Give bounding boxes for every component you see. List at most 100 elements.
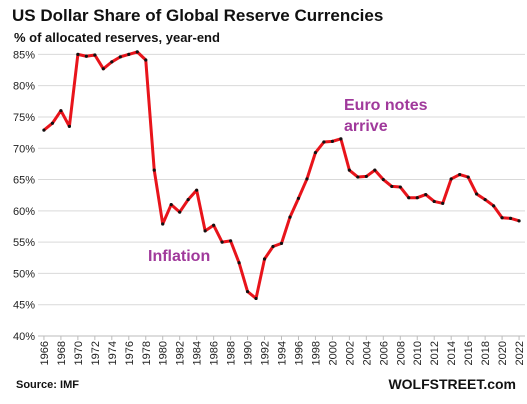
x-tick-label: 1978 [141, 341, 153, 365]
x-tick-label: 2000 [327, 341, 339, 365]
y-tick-label: 50% [13, 268, 35, 280]
point [212, 223, 216, 227]
point [347, 168, 351, 172]
y-tick-label: 60% [13, 206, 35, 218]
point [449, 177, 453, 181]
point [313, 151, 318, 155]
point [42, 128, 46, 132]
x-tick-label: 2006 [378, 341, 390, 365]
chart-title: US Dollar Share of Global Reserve Curren… [12, 6, 383, 25]
point [398, 185, 402, 189]
point [330, 139, 335, 143]
point [508, 216, 513, 220]
point [407, 196, 411, 200]
point [101, 67, 105, 71]
point [50, 121, 55, 125]
x-tick-label: 2020 [497, 341, 509, 365]
point [458, 172, 462, 177]
point [84, 54, 88, 58]
brand: WOLFSTREET.com [388, 376, 516, 392]
point [76, 52, 80, 56]
point [483, 197, 487, 202]
point [432, 199, 436, 204]
x-tick-label: 2012 [429, 341, 441, 365]
point [144, 58, 148, 62]
point [288, 215, 292, 219]
point [356, 175, 360, 179]
point [271, 244, 275, 249]
point [195, 188, 199, 192]
point [364, 174, 368, 179]
point [262, 257, 267, 261]
y-tick-label: 65% [13, 175, 35, 187]
y-tick-label: 55% [13, 237, 35, 249]
x-tick-label: 1994 [277, 341, 289, 365]
point [390, 184, 394, 189]
x-tick-label: 1988 [226, 341, 238, 365]
point [322, 140, 326, 144]
x-tick-label: 2008 [395, 341, 407, 365]
y-tick-label: 70% [13, 143, 35, 155]
x-tick-label: 1990 [243, 341, 255, 365]
point [475, 192, 479, 196]
point [67, 124, 71, 128]
y-tick-label: 40% [13, 331, 35, 343]
point [441, 201, 445, 205]
point [152, 168, 156, 172]
y-tick-label: 85% [13, 49, 35, 61]
point [254, 296, 258, 301]
x-tick-label: 2018 [480, 341, 492, 365]
point [186, 197, 190, 202]
x-tick-label: 1974 [107, 341, 119, 365]
x-tick-label: 1976 [124, 341, 136, 365]
x-tick-label: 1970 [73, 341, 85, 365]
x-tick-label: 2004 [361, 341, 373, 365]
x-tick-label: 1984 [192, 341, 204, 365]
x-tick-label: 2016 [463, 341, 475, 365]
point [424, 192, 428, 197]
point [203, 229, 207, 233]
line [42, 50, 520, 300]
point [237, 261, 241, 265]
point [169, 202, 173, 207]
y-tick-label: 45% [13, 300, 35, 312]
annotation: Inflation [148, 248, 210, 265]
point [517, 219, 521, 223]
point [127, 52, 131, 56]
x-tick-label: 1982 [175, 341, 187, 365]
x-tick-label: 1986 [209, 341, 221, 365]
x-tick-label: 2022 [514, 341, 526, 365]
point [228, 239, 233, 243]
x-tick-label: 1972 [90, 341, 102, 365]
point [135, 50, 139, 54]
x-tick-label: 2010 [412, 341, 424, 365]
point [381, 177, 385, 182]
point [279, 241, 284, 245]
point [339, 137, 343, 141]
point [93, 53, 97, 57]
point [500, 216, 504, 220]
x-tick-label: 2002 [344, 341, 356, 365]
point [296, 196, 301, 200]
x-tick-label: 1996 [293, 341, 305, 365]
annotation: arrive [344, 118, 388, 135]
x-tick-label: 1992 [260, 341, 272, 365]
point [492, 204, 496, 208]
source: Source: IMF [16, 379, 79, 391]
point [110, 60, 114, 64]
x-tick-label: 1998 [310, 341, 322, 365]
point [245, 289, 250, 294]
point [466, 175, 470, 179]
y-tick-label: 75% [13, 112, 35, 124]
chart-subtitle: % of allocated reserves, year-end [14, 30, 220, 45]
point [178, 210, 182, 214]
x-tick-label: 1980 [158, 341, 170, 365]
point [220, 240, 224, 244]
x-tick-label: 1968 [56, 341, 68, 365]
point [305, 177, 309, 181]
point [118, 55, 122, 59]
point [415, 196, 419, 200]
y-tick-label: 80% [13, 81, 35, 93]
x-tick-label: 1966 [39, 341, 51, 365]
